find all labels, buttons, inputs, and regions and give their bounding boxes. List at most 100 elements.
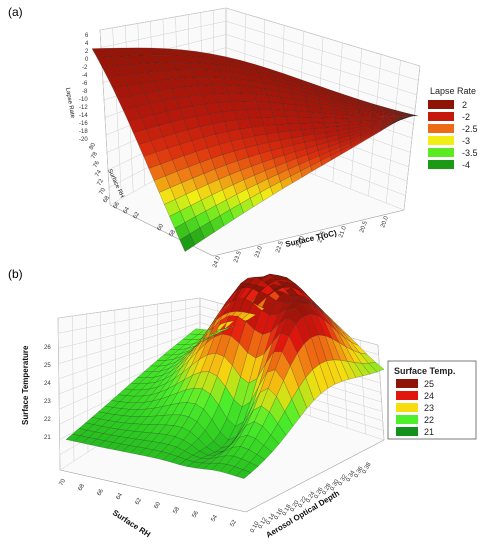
legend-swatch — [396, 415, 418, 424]
z-tick: -6 — [82, 81, 88, 87]
x-tick: 52 — [230, 519, 239, 528]
legend-title: Lapse Rate — [430, 86, 476, 96]
z-tick: -8 — [82, 89, 88, 95]
y-tick: 66 — [113, 201, 122, 210]
legend-label: 22 — [424, 415, 434, 425]
legend-swatch — [396, 403, 418, 412]
panel-b-z-axis-title: Surface Temperature — [21, 345, 30, 425]
panel-a-label: (a) — [8, 5, 23, 19]
panel-b-z-ticks: 26 25 24 23 22 21 — [44, 345, 51, 441]
y-tick: 72 — [97, 178, 106, 187]
x-tick: 20.0 — [380, 215, 390, 229]
x-tick: 23.0 — [254, 245, 264, 259]
x-tick: 60 — [154, 501, 163, 510]
surface-cell — [283, 110, 299, 118]
y-tick: 74 — [95, 169, 104, 178]
z-tick: 4 — [85, 41, 89, 47]
z-tick: 21 — [44, 435, 51, 441]
z-tick: 2 — [85, 49, 89, 55]
y-tick: 62 — [133, 211, 142, 220]
legend-swatch — [428, 124, 454, 133]
surface-cell — [310, 117, 325, 124]
x-tick: 21.5 — [317, 230, 327, 244]
x-tick: 66 — [97, 488, 106, 497]
z-tick: -20 — [79, 137, 88, 143]
panel-a-z-axis-title: Lapse Rate — [64, 87, 75, 119]
legend-label: 24 — [424, 391, 434, 401]
panel-a-x-ticks: 24.0 23.5 23.0 22.5 22.0 21.5 21.0 20.5 … — [212, 215, 390, 269]
panel-a-frame-edge — [212, 209, 405, 257]
legend-swatch — [396, 427, 418, 436]
x-tick: 68 — [78, 483, 87, 492]
panel-b-label: (b) — [8, 267, 23, 281]
surface-cell — [346, 115, 360, 119]
x-tick: 20.5 — [359, 220, 369, 234]
y-tick: 58 — [169, 229, 178, 238]
x-tick: 24.0 — [212, 255, 222, 269]
y-tick: 60 — [157, 223, 166, 232]
legend-swatch — [428, 160, 454, 169]
panel-b-surface — [65, 273, 385, 479]
z-tick: -2 — [82, 65, 88, 71]
y-tick: 0.20 — [290, 499, 301, 513]
surface-cell — [271, 109, 287, 118]
z-tick: 26 — [44, 345, 51, 351]
y-tick: 64 — [123, 206, 132, 215]
z-tick: -16 — [79, 121, 88, 127]
z-tick: 24 — [44, 381, 51, 387]
z-tick: -12 — [79, 105, 88, 111]
legend-swatch — [396, 379, 418, 388]
y-tick: 0.16 — [274, 507, 285, 521]
y-tick: 0.10 — [250, 520, 261, 534]
y-tick: 0.12 — [258, 516, 269, 530]
y-tick: 0.18 — [282, 503, 293, 517]
y-tick: 76 — [93, 160, 102, 169]
legend-swatch — [428, 100, 454, 109]
y-tick: 0.24 — [306, 490, 317, 504]
panel-a-gridline — [385, 60, 401, 204]
y-tick: 70 — [99, 187, 108, 196]
y-tick: 0.14 — [266, 512, 277, 526]
z-tick: -14 — [79, 113, 88, 119]
x-tick: 58 — [173, 506, 182, 515]
surface-cell — [285, 116, 301, 125]
y-tick: 0.38 — [362, 461, 373, 475]
legend-label: -2 — [462, 112, 470, 122]
y-tick: 80 — [89, 142, 98, 151]
surface-cell — [269, 102, 285, 111]
x-tick: 23.5 — [233, 250, 243, 264]
surface-cell — [359, 115, 373, 119]
y-tick: 0.30 — [330, 478, 341, 492]
z-tick: 0 — [85, 57, 89, 63]
panel-b-frame-edge — [245, 439, 385, 513]
legend-swatch — [396, 391, 418, 400]
y-tick: 0.36 — [354, 465, 365, 479]
legend-title: Surface Temp. — [394, 366, 455, 376]
z-tick: -18 — [79, 129, 88, 135]
y-tick: 0.28 — [322, 482, 333, 496]
y-tick: 78 — [91, 151, 100, 160]
y-tick: 0.32 — [338, 473, 349, 487]
legend-swatch — [428, 112, 454, 121]
x-tick: 64 — [116, 492, 125, 501]
panel-b-x-ticks: 70 68 66 64 62 60 58 56 54 52 — [59, 478, 239, 528]
legend-swatch — [428, 148, 454, 157]
panel-b-legend: Surface Temp. 25 24 23 22 21 — [387, 360, 477, 440]
x-tick: 22.0 — [296, 235, 306, 249]
surface-cell — [296, 110, 311, 118]
y-tick: 0.26 — [314, 486, 325, 500]
surface-cell — [309, 111, 324, 119]
x-tick: 70 — [59, 478, 68, 487]
panel-a-z-ticks: 6 4 2 0 -2 -4 -6 -8 -10 -12 -14 -16 -18 … — [79, 33, 89, 143]
z-tick: 23 — [44, 399, 51, 405]
legend-swatch — [428, 136, 454, 145]
panel-a-frame-edge — [109, 204, 214, 257]
legend-label: -4 — [462, 160, 470, 170]
surface-cell — [334, 118, 349, 123]
y-tick: 0.34 — [346, 469, 357, 483]
z-tick: 22 — [44, 417, 51, 423]
legend-label: 23 — [424, 403, 434, 413]
legend-label: 21 — [424, 427, 434, 437]
